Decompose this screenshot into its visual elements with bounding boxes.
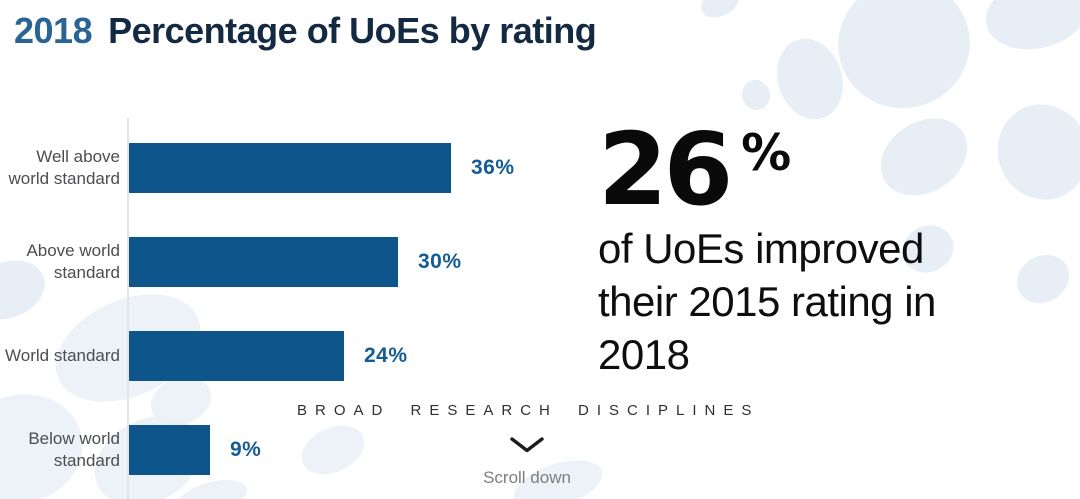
value-label: 36%: [471, 156, 515, 179]
category-label: Below world standard: [28, 428, 120, 470]
bar-world-standard: [129, 331, 344, 381]
chart-axis-line: [127, 118, 129, 499]
category-label: Well above world standard: [8, 146, 120, 188]
title-text: Percentage of UoEs by rating: [108, 10, 597, 51]
background-blob: [978, 0, 1080, 60]
chart-row-well-above: Well above world standard 36%: [0, 143, 1080, 193]
background-blob: [696, 0, 744, 24]
page-title: 2018 Percentage of UoEs by rating: [14, 10, 597, 52]
value-label: 9%: [230, 438, 262, 461]
bar-below-world-standard: [129, 425, 210, 475]
value-label: 24%: [364, 344, 408, 367]
scroll-cue: BROAD RESEARCH DISCIPLINES Scroll down: [297, 402, 757, 488]
category-label: World standard: [5, 345, 120, 365]
chart-row-above: Above world standard 30%: [0, 237, 1080, 287]
scroll-down-hint: Scroll down: [483, 468, 571, 487]
title-year: 2018: [14, 10, 93, 51]
key-stat: 26 %: [598, 111, 792, 228]
background-blob: [821, 0, 987, 126]
chevron-down-icon[interactable]: [509, 436, 545, 454]
scroll-down-control[interactable]: [297, 436, 757, 456]
background-blob: [738, 76, 774, 114]
value-label: 30%: [418, 250, 462, 273]
key-stat-value: 26: [598, 111, 733, 228]
bar-well-above-world-standard: [129, 143, 451, 193]
key-stat-description: of UoEs improved their 2015 rating in 20…: [598, 225, 936, 378]
chart-row-world: World standard 24%: [0, 331, 1080, 381]
category-label: Above world standard: [26, 240, 120, 282]
key-stat-percent-sign: %: [741, 124, 792, 182]
bar-above-world-standard: [129, 237, 398, 287]
next-section-label: BROAD RESEARCH DISCIPLINES: [297, 402, 760, 419]
chart-row-below: Below world standard 9%: [0, 425, 1080, 475]
